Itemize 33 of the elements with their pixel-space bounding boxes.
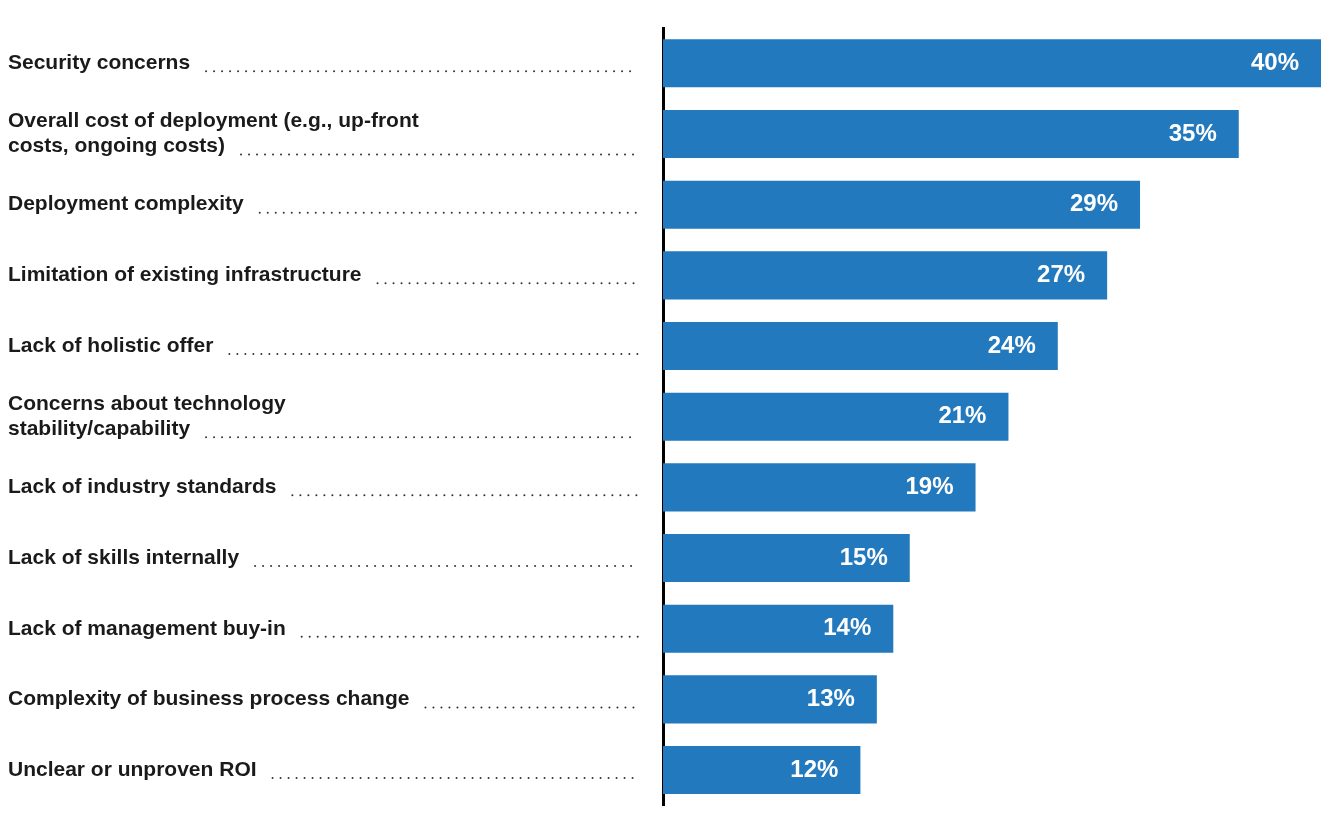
y-tick-label: Limitation of existing infrastructure <box>8 262 362 286</box>
bar <box>663 675 877 724</box>
data-label: 19% <box>905 472 954 499</box>
bar <box>663 604 894 653</box>
data-label: 40% <box>1250 47 1299 75</box>
y-tick-label: Complexity of business process change <box>8 686 410 710</box>
bar <box>663 746 861 795</box>
y-tick-label: Security concerns <box>8 50 191 74</box>
y-tick-label: Lack of holistic offer <box>8 332 214 356</box>
bar <box>663 463 976 512</box>
y-tick-label: Concerns about technology stability/capability <box>8 390 287 440</box>
bar <box>663 251 1108 300</box>
data-label: 21% <box>938 401 987 429</box>
bar <box>663 109 1239 159</box>
y-tick-label: Overall cost of deployment (e.g., up-front costs, ongoing costs) <box>8 108 419 157</box>
data-label: 29% <box>1070 189 1119 217</box>
bar <box>663 534 910 583</box>
y-tick-label: Deployment complexity <box>8 191 245 215</box>
bar <box>663 39 1321 88</box>
y-tick-label: Lack of industry standards <box>8 474 277 498</box>
bar <box>663 392 1009 441</box>
data-label: 15% <box>839 542 888 570</box>
data-label: 35% <box>1168 118 1217 146</box>
data-label: 14% <box>823 613 872 641</box>
y-tick-label: Lack of skills internally <box>8 544 240 568</box>
y-tick-label: Lack of management buy-in <box>8 615 286 639</box>
data-label: 24% <box>987 330 1036 358</box>
bar <box>663 322 1058 371</box>
y-tick-label: Unclear or unproven ROI <box>8 756 257 780</box>
data-label: 13% <box>806 684 855 712</box>
data-label: 27% <box>1037 259 1086 287</box>
data-label: 12% <box>790 754 839 782</box>
bar <box>663 180 1141 229</box>
